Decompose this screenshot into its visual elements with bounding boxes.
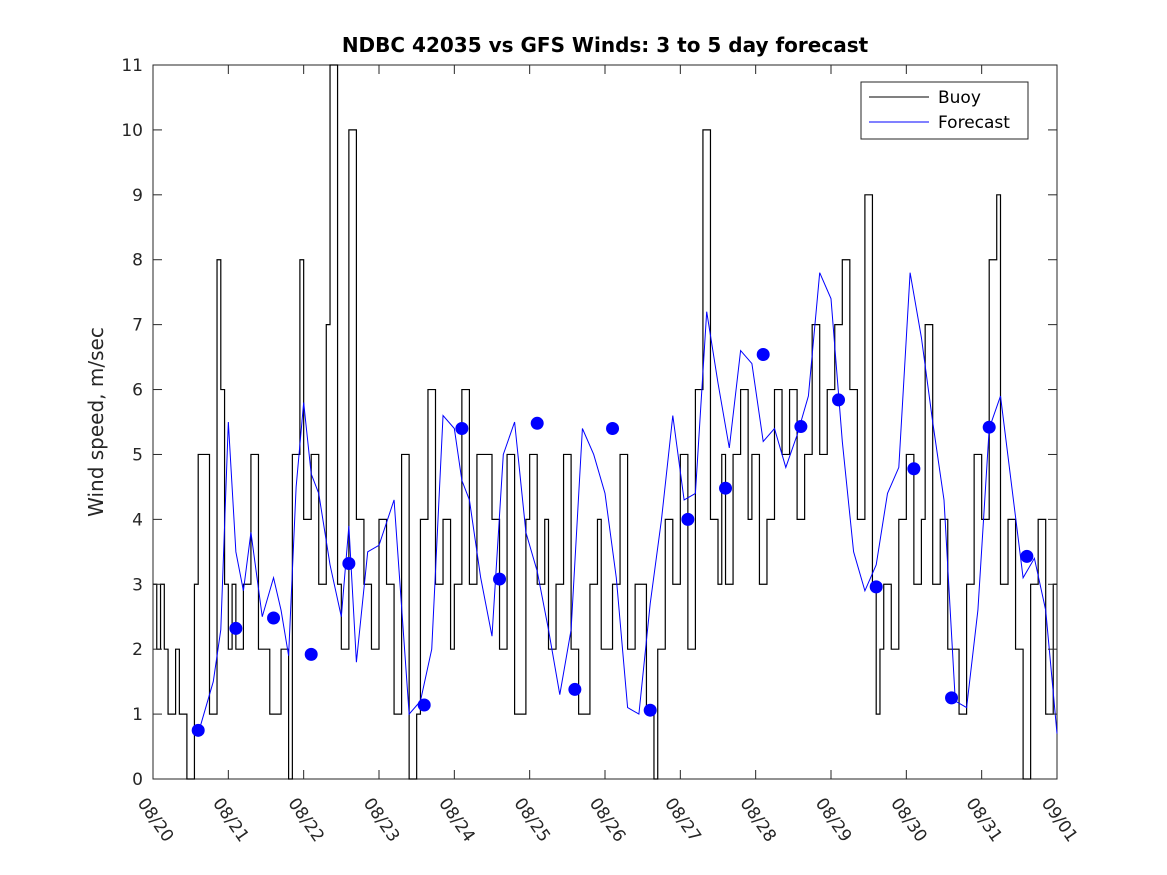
buoy-series [153, 64, 1057, 780]
y-tick-label: 2 [132, 640, 143, 660]
legend-buoy-label: Buoy [938, 88, 981, 108]
forecast-marker [756, 347, 770, 361]
forecast-line [197, 272, 1058, 734]
forecast-marker [304, 647, 318, 661]
y-tick-label: 8 [132, 251, 143, 271]
forecast-marker [606, 421, 620, 435]
forecast-marker [643, 703, 657, 717]
forecast-marker [229, 621, 243, 635]
forecast-marker [794, 420, 808, 434]
forecast-marker [267, 611, 281, 625]
forecast-marker [907, 462, 921, 476]
y-axis-label: Wind speed, m/sec [84, 327, 108, 517]
forecast-markers [191, 347, 1034, 737]
chart-title: NDBC 42035 vs GFS Winds: 3 to 5 day fore… [342, 33, 869, 57]
forecast-marker [719, 481, 733, 495]
y-tick-label: 11 [121, 56, 143, 76]
forecast-marker [832, 393, 846, 407]
forecast-marker [493, 572, 507, 586]
forecast-marker [417, 698, 431, 712]
forecast-marker [530, 416, 544, 430]
y-tick-label: 5 [132, 445, 143, 465]
buoy-line [153, 64, 1057, 780]
forecast-marker [342, 557, 356, 571]
forecast-series [197, 272, 1058, 734]
y-axis: 0 1 2 3 4 5 6 7 8 9 10 11 [121, 56, 1057, 790]
y-tick-label: 0 [132, 770, 143, 790]
y-tick-label: 6 [132, 381, 143, 401]
forecast-marker [945, 691, 959, 705]
legend-box [860, 81, 1029, 140]
forecast-marker [1020, 549, 1034, 563]
y-tick-label: 9 [132, 186, 143, 206]
y-tick-label: 1 [132, 705, 143, 725]
forecast-marker [568, 682, 582, 696]
forecast-marker [982, 420, 996, 434]
y-tick-label: 4 [132, 510, 143, 530]
legend-forecast-label: Forecast [938, 113, 1010, 133]
forecast-marker [455, 421, 469, 435]
legend[interactable]: Buoy Forecast [860, 81, 1029, 140]
forecast-marker [191, 723, 205, 737]
y-tick-label: 7 [132, 316, 143, 336]
forecast-marker [869, 580, 883, 594]
forecast-marker [681, 512, 695, 526]
y-tick-label: 10 [121, 121, 143, 141]
y-tick-label: 3 [132, 575, 143, 595]
